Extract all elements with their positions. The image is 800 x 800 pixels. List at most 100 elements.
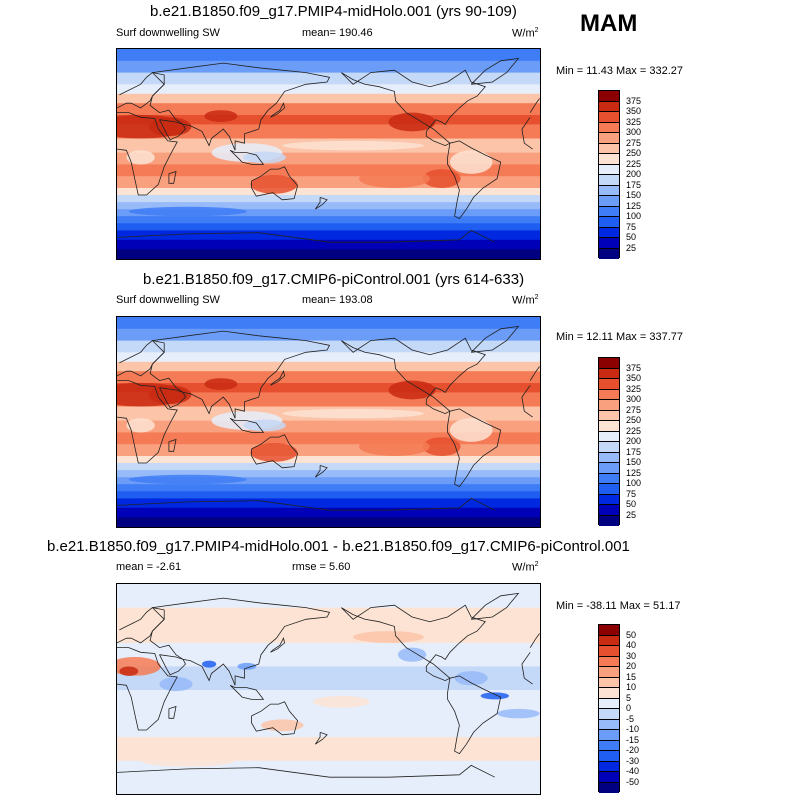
colorbar-tick-label: 275 (626, 404, 642, 415)
colorbar-tick-label: 0 (626, 703, 632, 713)
colorbar-tick-label: 350 (626, 373, 642, 383)
field-band (117, 60, 540, 74)
field-blob (159, 677, 193, 692)
coastline (117, 380, 533, 464)
coastline (251, 701, 299, 736)
coastline (159, 119, 186, 141)
coastline (341, 337, 486, 415)
colorbar-tick-label: 200 (626, 436, 642, 446)
field-band (117, 463, 540, 471)
colorbar-tick-label: 300 (626, 127, 642, 137)
field-blob (422, 169, 461, 188)
field-blob (313, 695, 370, 708)
colorbar-tick-label: 225 (626, 158, 642, 169)
colorbar-box (599, 782, 619, 793)
colorbar-tick-label: 350 (626, 106, 642, 116)
panel2-colorbar (598, 357, 620, 526)
colorbar-box (599, 206, 619, 217)
panel2-minmax-label: Min = 12.11 Max = 337.77 (556, 331, 683, 343)
colorbar-box (599, 625, 619, 636)
colorbar-tick-label: -5 (626, 713, 635, 724)
coastline (270, 370, 286, 386)
colorbar-box (599, 730, 619, 741)
coastline (314, 465, 328, 478)
colorbar-tick-label: 175 (626, 446, 642, 457)
field-blob (119, 666, 139, 676)
field-band (117, 713, 540, 738)
coastline (117, 607, 540, 648)
colorbar-box (599, 238, 619, 249)
colorbar-box (599, 122, 619, 133)
field-blob (250, 443, 298, 462)
field-band (117, 115, 540, 125)
colorbar-tick-label: -50 (626, 776, 640, 787)
colorbar-box (599, 185, 619, 196)
field-band (117, 230, 540, 241)
field-band (117, 383, 540, 393)
coastline (470, 592, 520, 620)
panel3-blobs (117, 631, 540, 767)
colorbar-box (599, 227, 619, 238)
colorbar-box (599, 164, 619, 175)
colorbar-box (599, 709, 619, 720)
colorbar-tick-label: -40 (626, 766, 640, 776)
panel1-colorbar (598, 90, 620, 259)
colorbar-tick-label: 30 (626, 650, 637, 661)
coastline (117, 764, 495, 778)
panel3-minmax-label: Min = -38.11 Max = 51.17 (556, 600, 681, 612)
colorbar-box (599, 635, 619, 646)
panel1-variable-label: Surf downwelling SW (116, 27, 220, 39)
field-band (117, 444, 540, 457)
colorbar-tick-label: 50 (626, 499, 637, 509)
colorbar-tick-label: -15 (626, 734, 640, 745)
colorbar-box (599, 761, 619, 772)
field-band (117, 491, 540, 499)
field-blob (454, 671, 488, 686)
colorbar-box (599, 505, 619, 516)
coastline (168, 170, 177, 184)
colorbar-box (599, 452, 619, 463)
panel2-map (116, 316, 541, 528)
panel2-unit-label: W/m2 (512, 294, 539, 307)
field-band (117, 124, 540, 139)
colorbar-box (599, 656, 619, 667)
colorbar-box (599, 154, 619, 165)
field-blob (359, 169, 430, 188)
field-band (117, 176, 540, 189)
coastline (230, 417, 265, 433)
colorbar-box (599, 688, 619, 699)
colorbar-tick-label: 200 (626, 169, 642, 179)
colorbar-box (599, 368, 619, 379)
field-blob (353, 631, 424, 643)
colorbar-tick-label: 250 (626, 415, 642, 425)
colorbar-tick-label: 25 (626, 509, 637, 520)
panel3-map (116, 583, 541, 795)
season-label: MAM (580, 10, 638, 37)
colorbar-box (599, 358, 619, 369)
colorbar-box (599, 740, 619, 751)
colorbar-box (599, 101, 619, 112)
coastline (341, 69, 486, 147)
colorbar-tick-label: 300 (626, 394, 642, 404)
coastline (447, 675, 502, 755)
coastline (314, 197, 328, 210)
field-band (117, 371, 540, 384)
colorbar-box (599, 772, 619, 783)
field-band (117, 93, 540, 104)
coastline (447, 140, 502, 220)
field-blob (126, 150, 155, 165)
colorbar-tick-label: 250 (626, 148, 642, 158)
panel3-colorbar (598, 624, 620, 793)
colorbar-tick-label: 50 (626, 629, 637, 640)
panel1-blobs (117, 110, 493, 217)
coastline (159, 654, 186, 676)
field-blob (148, 117, 192, 137)
field-blob (480, 692, 509, 700)
coastline (314, 732, 328, 745)
colorbar-box (599, 698, 619, 709)
panel3-field (117, 584, 540, 794)
colorbar-box (599, 143, 619, 154)
colorbar-tick-label: 100 (626, 211, 642, 221)
coastline (470, 57, 520, 85)
coastline (168, 705, 177, 719)
